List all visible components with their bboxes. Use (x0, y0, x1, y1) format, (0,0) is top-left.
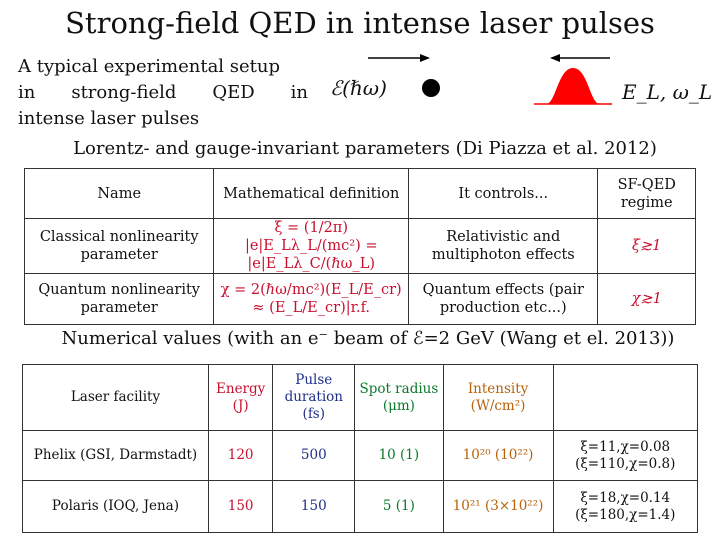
facility-intensity: 10²⁰ (10²²) (442, 430, 554, 481)
facility-energy: 150 (207, 480, 274, 533)
param-regime: ξ≳1 (597, 218, 696, 274)
parameters-focused: (ξ=110,χ=0.8) (575, 455, 676, 472)
facility-parameters: ξ=18,χ=0.14 (ξ=180,χ=1.4) (552, 480, 699, 533)
laser-field-label: E_L, ω_L (622, 80, 713, 104)
laser-pulse-shape (546, 68, 600, 104)
parameters-nominal: ξ=18,χ=0.14 (580, 489, 671, 506)
header-duration: Pulse duration (fs) (272, 364, 356, 431)
electron-energy-label: ℰ(ℏω) (330, 76, 387, 100)
param-formula: ξ = (1/2π) |e|E_Lλ_L/(mc²) = |e|E_Lλ_C/(… (213, 218, 410, 274)
facility-radius: 5 (1) (354, 480, 444, 533)
param-formula: χ = 2(ℏω/mc²)(E_L/E_cr) ≈ (E_L/E_cr)|r.f… (213, 273, 410, 325)
electron-dot (422, 79, 440, 97)
setup-line-2: in strong-field QED in (18, 82, 308, 103)
param-regime: χ≳1 (597, 273, 696, 325)
facility-name: Polaris (IOQ, Jena) (22, 480, 209, 533)
setup-diagram (368, 54, 612, 105)
parameters-table: Name Mathematical definition It controls… (23, 168, 696, 325)
facility-parameters: ξ=11,χ=0.08 (ξ=110,χ=0.8) (552, 430, 699, 481)
table-row: Quantum nonlinearity parameter χ = 2(ℏω/… (23, 273, 696, 325)
slide-title: Strong-field QED in intense laser pulses (65, 6, 655, 40)
param-controls: Quantum effects (pair production etc...) (408, 273, 599, 325)
header-intensity: Intensity (W/cm²) (442, 364, 554, 431)
laser-arrowhead (550, 54, 560, 62)
header-controls: It controls... (408, 168, 599, 219)
facilities-header-row: Laser facility Energy (J) Pulse duration… (22, 364, 699, 431)
header-name: Name (23, 168, 215, 219)
facility-intensity: 10²¹ (3×10²²) (442, 480, 554, 533)
facility-duration: 500 (272, 430, 356, 481)
header-energy: Energy (J) (207, 364, 274, 431)
param-controls: Relativistic and multiphoton effects (408, 218, 599, 274)
header-parameters (552, 364, 699, 431)
invariant-parameters-heading: Lorentz- and gauge-invariant parameters … (73, 138, 657, 159)
parameters-header-row: Name Mathematical definition It controls… (23, 168, 696, 219)
parameters-nominal: ξ=11,χ=0.08 (580, 438, 671, 455)
header-facility: Laser facility (22, 364, 209, 431)
electron-arrowhead (420, 54, 430, 62)
facility-duration: 150 (272, 480, 356, 533)
facility-energy: 120 (207, 430, 274, 481)
parameters-focused: (ξ=180,χ=1.4) (575, 506, 676, 523)
param-name: Classical nonlinearity parameter (23, 218, 215, 274)
table-row: Polaris (IOQ, Jena) 150 150 5 (1) 10²¹ (… (22, 480, 699, 533)
param-name: Quantum nonlinearity parameter (23, 273, 215, 325)
numerical-values-heading: Numerical values (with an e⁻ beam of ℰ=2… (61, 328, 675, 349)
table-row: Phelix (GSI, Darmstadt) 120 500 10 (1) 1… (22, 430, 699, 481)
facility-radius: 10 (1) (354, 430, 444, 481)
header-regime: SF-QED regime (597, 168, 696, 219)
header-definition: Mathematical definition (213, 168, 410, 219)
setup-line-3: intense laser pulses (18, 108, 200, 129)
setup-description: A typical experimental setup in strong-f… (18, 54, 308, 132)
setup-line-1: A typical experimental setup (18, 56, 281, 77)
facilities-table: Laser facility Energy (J) Pulse duration… (22, 364, 699, 533)
facility-name: Phelix (GSI, Darmstadt) (22, 430, 209, 481)
table-row: Classical nonlinearity parameter ξ = (1/… (23, 218, 696, 274)
header-radius: Spot radius (μm) (354, 364, 444, 431)
